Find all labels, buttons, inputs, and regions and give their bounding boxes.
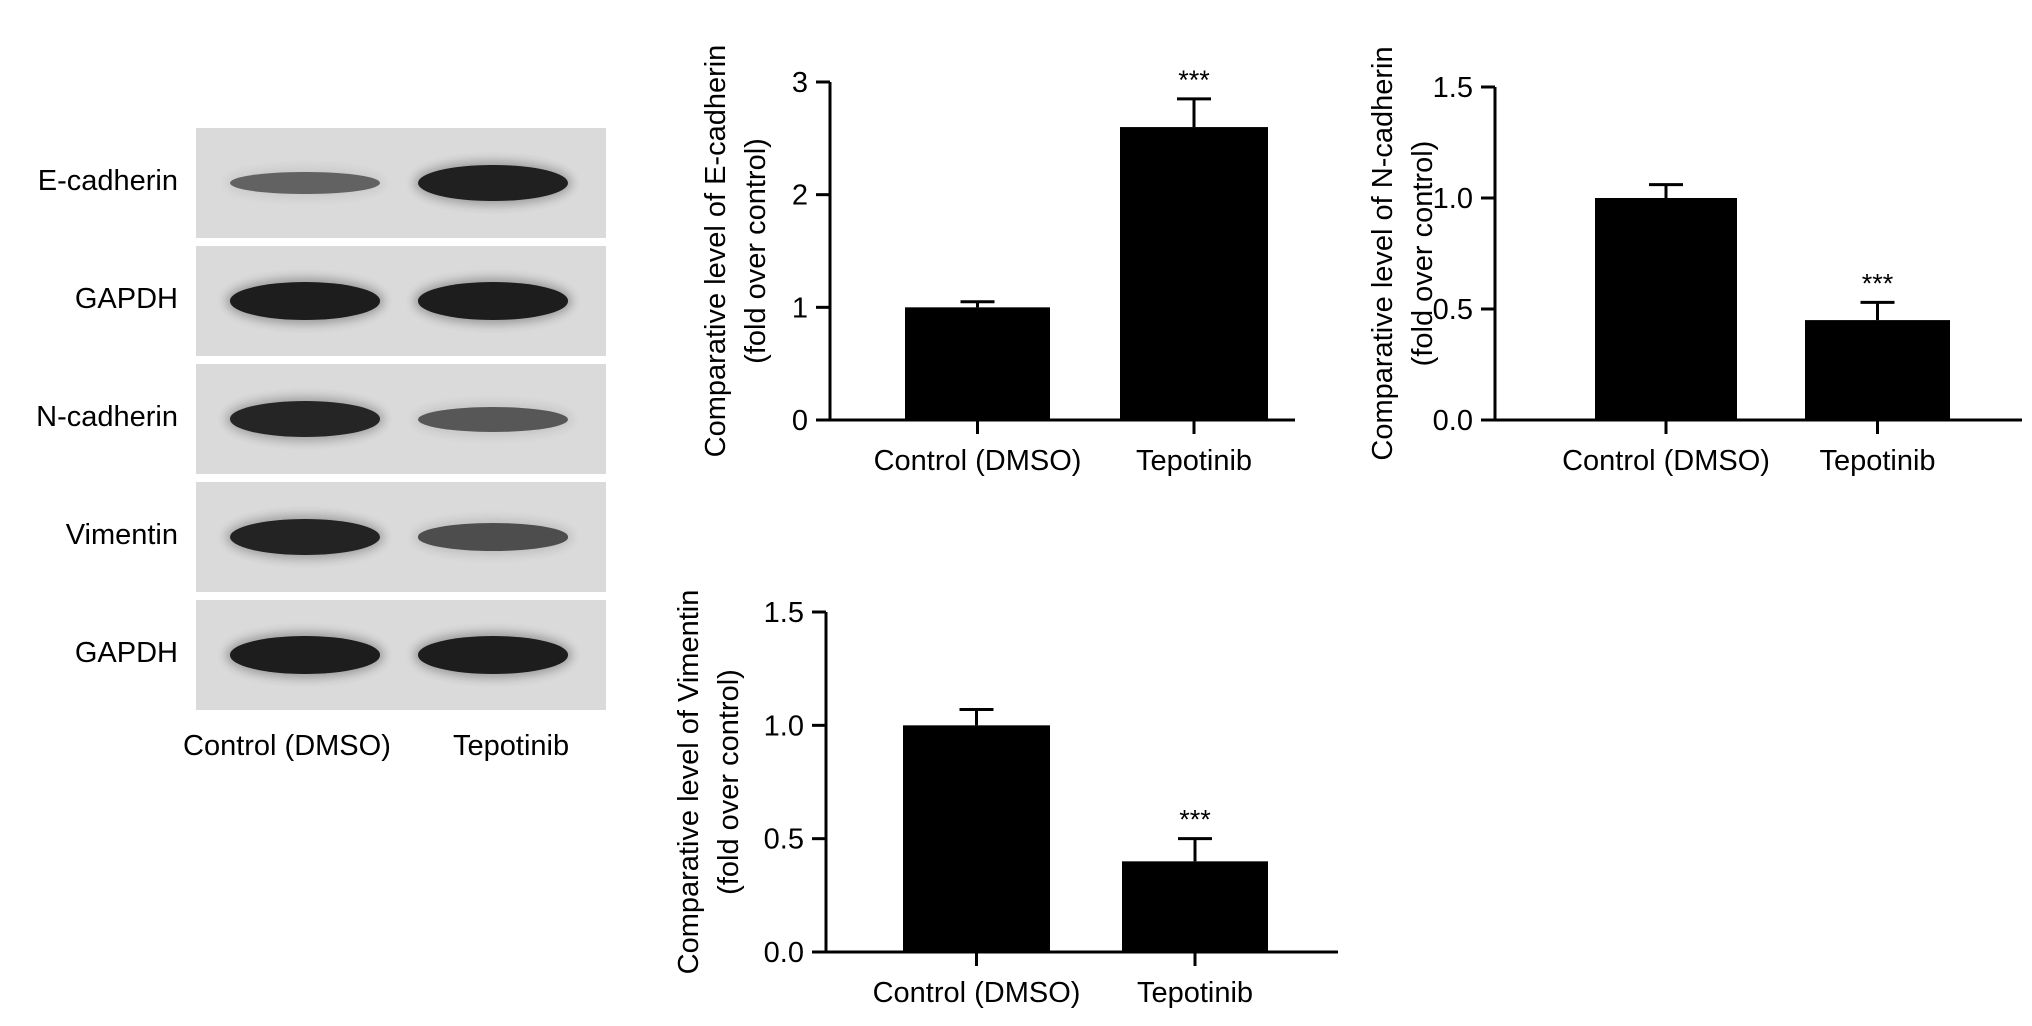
blot-row-label: E-cadherin bbox=[37, 165, 178, 197]
blot-band bbox=[230, 171, 380, 195]
y-axis-label: Comparative level of Vimentin bbox=[673, 590, 705, 975]
y-tick-label: 0.0 bbox=[764, 937, 804, 969]
significance-label: *** bbox=[1862, 268, 1894, 298]
bar bbox=[1120, 127, 1268, 421]
y-tick-label: 0 bbox=[792, 405, 808, 437]
blot-band bbox=[418, 406, 568, 432]
y-tick-label: 1 bbox=[792, 292, 808, 324]
western-blot-panel: E-cadherin GAPDH N-cadherin Vimentin GAPDH Co… bbox=[0, 0, 640, 1026]
blot-band bbox=[418, 282, 568, 320]
y-tick-label: 0.5 bbox=[764, 824, 804, 856]
x-tick-label: Control (DMSO) bbox=[874, 445, 1082, 477]
blot-band bbox=[230, 519, 380, 555]
y-tick-label: 3 bbox=[792, 67, 808, 99]
blot-row-label: N-cadherin bbox=[36, 401, 178, 433]
blot-band bbox=[418, 636, 568, 674]
blot-band bbox=[230, 401, 380, 437]
x-tick-label: Tepotinib bbox=[1137, 977, 1253, 1009]
bar bbox=[905, 307, 1050, 420]
significance-label: *** bbox=[1179, 805, 1211, 835]
blot-band bbox=[418, 523, 568, 551]
significance-label: *** bbox=[1178, 65, 1210, 95]
y-tick-label: 1.0 bbox=[764, 710, 804, 742]
blot-row-label: GAPDH bbox=[74, 637, 178, 669]
y-tick-label: 0.0 bbox=[1433, 405, 1473, 437]
y-axis-label: (fold over control) bbox=[1407, 141, 1439, 367]
x-tick-label: Tepotinib bbox=[1136, 445, 1252, 477]
y-tick-label: 1.5 bbox=[1433, 72, 1473, 104]
blot-band bbox=[418, 164, 568, 202]
x-tick-label: Control (DMSO) bbox=[1562, 445, 1770, 477]
y-axis-label: Comparative level of N-cadherin bbox=[1367, 46, 1399, 460]
bar bbox=[1122, 861, 1268, 952]
y-axis-label: (fold over control) bbox=[740, 138, 772, 364]
y-axis-label: (fold over control) bbox=[713, 669, 745, 895]
blot-lane-label: Control (DMSO) bbox=[183, 730, 391, 762]
bar bbox=[903, 725, 1050, 952]
y-tick-label: 2 bbox=[792, 180, 808, 212]
y-tick-label: 1.5 bbox=[764, 597, 804, 629]
blot-lane-label: Tepotinib bbox=[453, 730, 570, 762]
y-axis-label: Comparative level of E-cadherin bbox=[700, 45, 732, 458]
bar bbox=[1805, 320, 1950, 420]
blot-row-label: GAPDH bbox=[74, 283, 178, 315]
bar bbox=[1595, 198, 1737, 420]
x-tick-label: Control (DMSO) bbox=[873, 977, 1081, 1009]
y-tick-label: 1.0 bbox=[1433, 183, 1473, 215]
blot-row-label: Vimentin bbox=[65, 519, 178, 551]
y-tick-label: 0.5 bbox=[1433, 294, 1473, 326]
x-tick-label: Tepotinib bbox=[1819, 445, 1935, 477]
blot-band bbox=[230, 636, 380, 674]
blot-band bbox=[230, 282, 380, 320]
